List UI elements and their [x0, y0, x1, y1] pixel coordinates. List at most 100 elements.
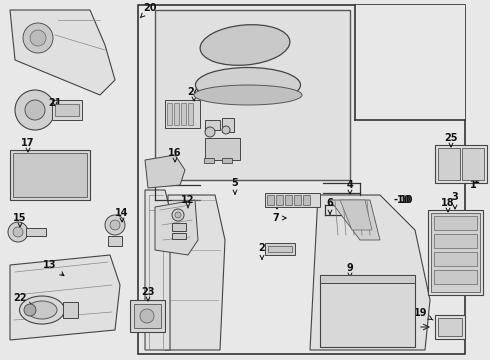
- Text: -10: -10: [393, 195, 411, 205]
- Circle shape: [15, 90, 55, 130]
- Polygon shape: [10, 10, 115, 95]
- Bar: [267, 195, 274, 205]
- Bar: [52, 100, 82, 120]
- Bar: [10, 150, 90, 200]
- Bar: [435, 145, 487, 183]
- Text: 11: 11: [215, 143, 228, 153]
- Ellipse shape: [20, 296, 65, 324]
- Text: 8: 8: [273, 193, 280, 209]
- Bar: [155, 10, 350, 180]
- Bar: [167, 103, 172, 125]
- Bar: [434, 270, 477, 284]
- Ellipse shape: [194, 85, 302, 105]
- Text: 19: 19: [414, 308, 433, 320]
- Bar: [265, 243, 295, 255]
- Circle shape: [8, 222, 28, 242]
- Polygon shape: [155, 200, 198, 255]
- Bar: [55, 104, 79, 116]
- Ellipse shape: [196, 68, 300, 103]
- Bar: [438, 148, 460, 180]
- Text: 25: 25: [444, 133, 458, 147]
- Bar: [13, 153, 87, 197]
- Bar: [63, 302, 78, 318]
- Text: 18: 18: [441, 198, 455, 212]
- Circle shape: [30, 30, 46, 46]
- Bar: [265, 193, 320, 207]
- Bar: [222, 158, 232, 163]
- Bar: [26, 228, 46, 236]
- Polygon shape: [330, 200, 380, 240]
- Circle shape: [25, 100, 45, 120]
- Bar: [285, 195, 292, 205]
- Circle shape: [23, 23, 53, 53]
- Text: 14: 14: [115, 208, 129, 222]
- Circle shape: [140, 309, 154, 323]
- Bar: [188, 103, 193, 125]
- Text: 2: 2: [259, 243, 266, 259]
- Text: 5: 5: [232, 178, 238, 194]
- Text: 21: 21: [48, 98, 62, 108]
- Bar: [172, 223, 186, 231]
- Bar: [181, 103, 186, 125]
- Bar: [276, 195, 283, 205]
- Polygon shape: [145, 190, 170, 350]
- Bar: [434, 234, 477, 248]
- Bar: [222, 118, 234, 132]
- Bar: [434, 216, 477, 230]
- Text: 1: 1: [470, 180, 477, 190]
- Text: 20: 20: [140, 3, 157, 18]
- Text: 15: 15: [13, 213, 27, 227]
- Text: 7: 7: [272, 213, 286, 223]
- Bar: [303, 195, 310, 205]
- Circle shape: [222, 126, 230, 134]
- Circle shape: [110, 220, 120, 230]
- Polygon shape: [310, 195, 430, 350]
- Bar: [130, 300, 165, 332]
- Bar: [205, 120, 220, 130]
- Circle shape: [172, 209, 184, 221]
- Bar: [431, 213, 480, 292]
- Polygon shape: [10, 255, 120, 340]
- Text: 12: 12: [181, 195, 195, 208]
- Ellipse shape: [27, 301, 57, 319]
- Circle shape: [175, 212, 181, 218]
- Text: -1: -1: [469, 175, 480, 185]
- Circle shape: [24, 304, 36, 316]
- Text: 23: 23: [141, 287, 155, 301]
- Bar: [428, 210, 483, 295]
- Bar: [172, 233, 186, 239]
- Bar: [320, 275, 415, 347]
- Bar: [174, 103, 179, 125]
- Text: 22: 22: [13, 293, 32, 306]
- Bar: [355, 5, 465, 120]
- Text: 3: 3: [452, 192, 458, 209]
- Text: 16: 16: [168, 148, 182, 162]
- Bar: [438, 318, 462, 336]
- Text: 10: 10: [400, 195, 414, 205]
- Bar: [268, 246, 292, 252]
- Circle shape: [205, 127, 215, 137]
- Bar: [205, 138, 240, 160]
- Polygon shape: [165, 195, 225, 350]
- Bar: [294, 195, 301, 205]
- Text: 17: 17: [21, 138, 35, 152]
- Bar: [134, 304, 161, 328]
- Bar: [320, 275, 415, 283]
- Bar: [138, 5, 465, 354]
- Text: 13: 13: [43, 260, 64, 276]
- Polygon shape: [340, 200, 372, 230]
- Bar: [165, 100, 200, 128]
- Text: 24: 24: [187, 87, 201, 101]
- Ellipse shape: [200, 25, 290, 65]
- Bar: [435, 315, 465, 339]
- Text: 4: 4: [346, 180, 353, 194]
- Text: 6: 6: [327, 198, 333, 214]
- Bar: [108, 236, 122, 246]
- Circle shape: [105, 215, 125, 235]
- Bar: [462, 148, 484, 180]
- Polygon shape: [145, 155, 185, 188]
- Bar: [204, 158, 214, 163]
- Bar: [434, 252, 477, 266]
- Circle shape: [13, 227, 23, 237]
- Text: 9: 9: [346, 263, 353, 277]
